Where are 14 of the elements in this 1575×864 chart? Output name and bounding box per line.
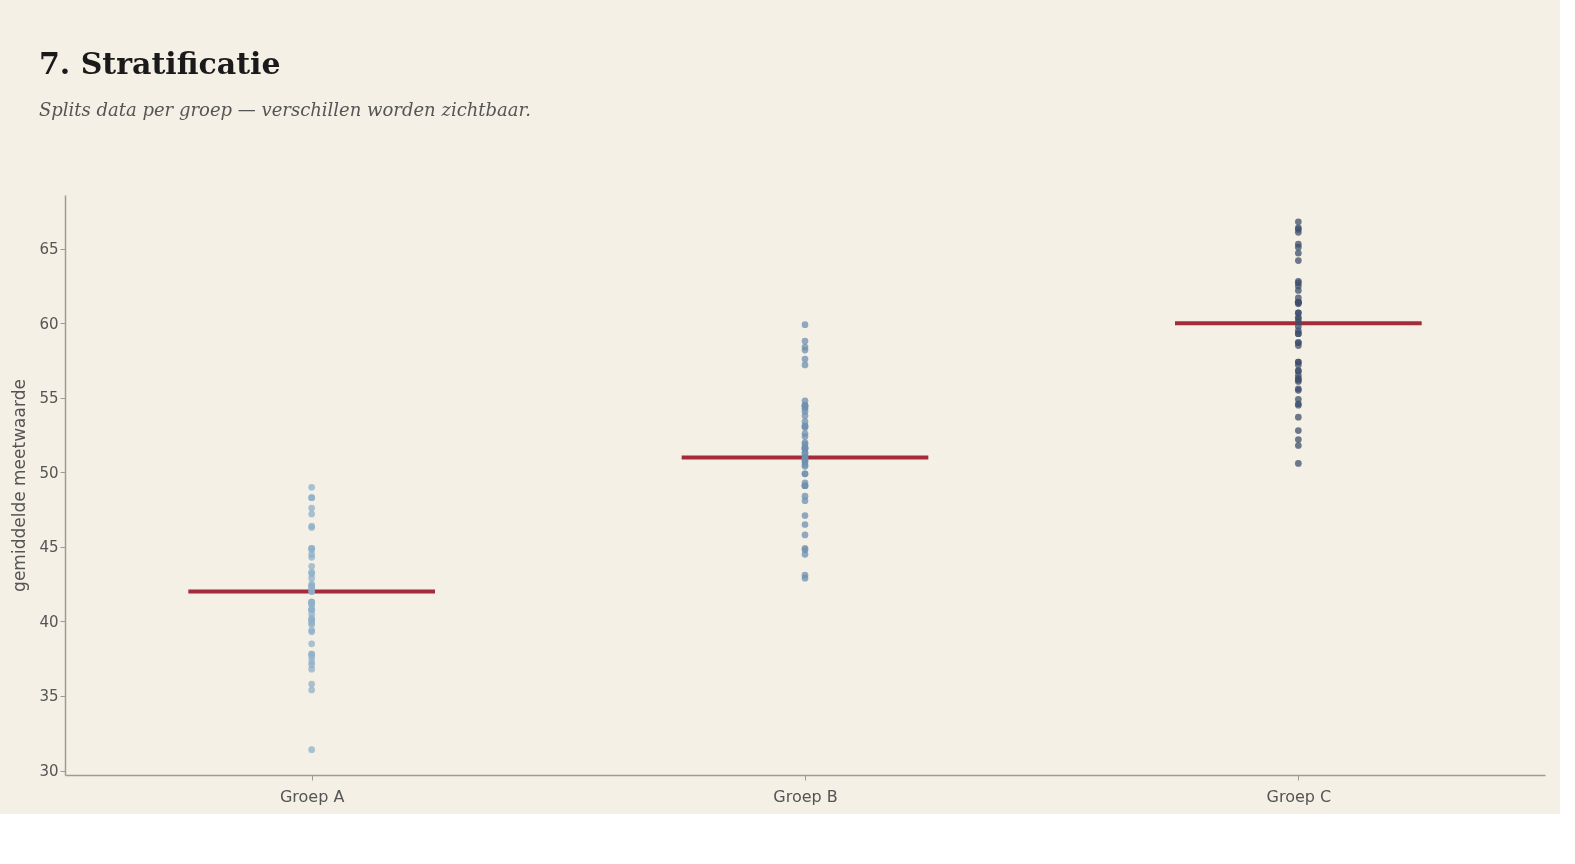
y-tick-label: 45 (39, 538, 59, 557)
y-tick-label: 50 (39, 463, 59, 482)
y-tick-label: 65 (39, 240, 59, 259)
chart-title: 7. Stratificatie (38, 46, 281, 81)
y-tick-label: 35 (39, 687, 59, 706)
y-tick-label: 40 (39, 612, 59, 631)
x-tick-label: Groep C (1266, 786, 1332, 806)
x-tick-label: Groep B (773, 786, 838, 806)
y-tick-label: 55 (39, 389, 59, 408)
y-tick-label: 60 (39, 314, 59, 333)
y-axis-title: gemiddelde meetwaarde (9, 379, 30, 592)
chart-subtitle: Splits data per groep — verschillen worden zichtbaar. (38, 99, 531, 120)
x-tick-label: Groep A (279, 786, 345, 806)
y-tick-label: 30 (39, 762, 59, 781)
